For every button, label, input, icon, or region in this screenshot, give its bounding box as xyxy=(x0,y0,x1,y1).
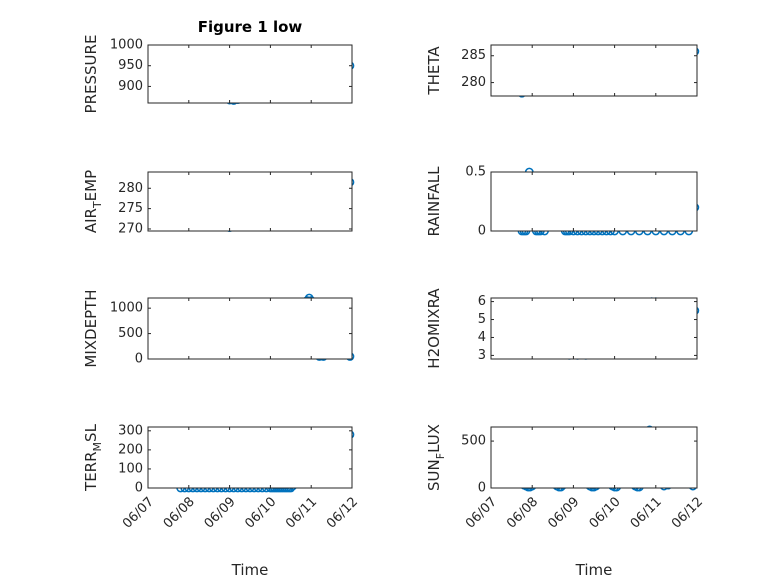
y-tick-label: 1000 xyxy=(110,301,143,316)
y-tick-label: 285 xyxy=(461,48,486,63)
x-tick-label: 06/08 xyxy=(161,494,198,531)
chart-title: Figure 1 low xyxy=(198,18,303,36)
y-tick-label: 950 xyxy=(118,58,143,73)
x-tick-label: 06/09 xyxy=(202,494,239,531)
subplot-air-temp: 270 275 280 AIRTEMP xyxy=(82,170,355,236)
y-tick-label: 500 xyxy=(461,434,486,449)
y-tick-label: 280 xyxy=(118,181,143,196)
y-axis-label: AIRTEMP xyxy=(82,170,104,233)
y-tick-label: 200 xyxy=(118,442,143,457)
axes-frame xyxy=(147,426,353,489)
x-tick-label: 06/08 xyxy=(504,494,541,531)
axes-frame xyxy=(147,171,353,232)
axes-frame xyxy=(490,171,698,232)
axes-frame xyxy=(490,297,698,360)
subplot-rainfall: 0 0.5 RAINFALL xyxy=(425,165,700,239)
y-axis-label: H2OMIXRA xyxy=(425,288,443,369)
x-tick-label: 06/11 xyxy=(283,494,320,531)
x-axis-label: Time xyxy=(575,561,613,579)
subplot-pressure: 900 950 1000 PRESSURE Figure 1 low xyxy=(82,18,355,114)
axes-frame xyxy=(490,44,698,97)
subplot-h2omixra: 3 4 5 6 H2OMIXRA xyxy=(425,288,700,369)
x-tick-label: 06/12 xyxy=(324,494,361,531)
x-tick-label: 06/10 xyxy=(242,494,279,531)
y-axis-label: RAINFALL xyxy=(425,166,443,237)
x-tick-label: 06/12 xyxy=(669,494,706,531)
y-tick-label: 280 xyxy=(461,75,486,90)
axes-frame xyxy=(147,297,353,360)
y-tick-label: 0 xyxy=(478,481,486,496)
y-tick-label: 4 xyxy=(478,330,486,345)
x-tick-label: 06/11 xyxy=(628,494,665,531)
y-tick-label: 5 xyxy=(478,312,486,327)
y-tick-label: 270 xyxy=(118,221,143,236)
x-tick-label: 06/10 xyxy=(587,494,624,531)
y-tick-label: 6 xyxy=(478,294,486,309)
y-axis-label: TERRMSL xyxy=(82,423,104,492)
y-axis-label: SUNFLUX xyxy=(425,424,447,491)
axes-frame xyxy=(490,426,698,489)
y-tick-label: 1000 xyxy=(110,38,143,53)
y-axis-label: THETA xyxy=(425,46,443,96)
subplot-mixdepth: 0 500 1000 MIXDEPTH xyxy=(82,289,355,368)
y-tick-label: 3 xyxy=(478,348,486,363)
y-tick-label: 300 xyxy=(118,423,143,438)
x-tick-label: 06/07 xyxy=(463,494,500,531)
y-axis-label: PRESSURE xyxy=(82,35,100,114)
y-tick-label: 100 xyxy=(118,461,143,476)
x-tick-label: 06/07 xyxy=(120,494,157,531)
subplot-sun-flux: 06/07 06/08 06/09 06/10 06/11 06/12 0 500 SUNFLU… xyxy=(425,424,706,579)
y-tick-label: 0 xyxy=(135,481,143,496)
x-axis-label: Time xyxy=(231,561,269,579)
y-tick-label: 900 xyxy=(118,79,143,94)
subplot-theta: 280 285 THETA xyxy=(425,44,700,98)
y-tick-label: 0 xyxy=(478,224,486,239)
y-tick-label: 500 xyxy=(118,326,143,341)
x-tick-label: 06/09 xyxy=(545,494,582,531)
y-axis-label: MIXDEPTH xyxy=(82,289,100,367)
y-tick-label: 275 xyxy=(118,201,143,216)
subplot-terr-msl: 06/07 06/08 06/09 06/10 06/11 06/12 0 100 200 300… xyxy=(82,423,361,579)
y-tick-label: 0 xyxy=(135,352,143,367)
y-tick-label: 0.5 xyxy=(465,165,486,180)
axes-frame xyxy=(147,44,353,104)
